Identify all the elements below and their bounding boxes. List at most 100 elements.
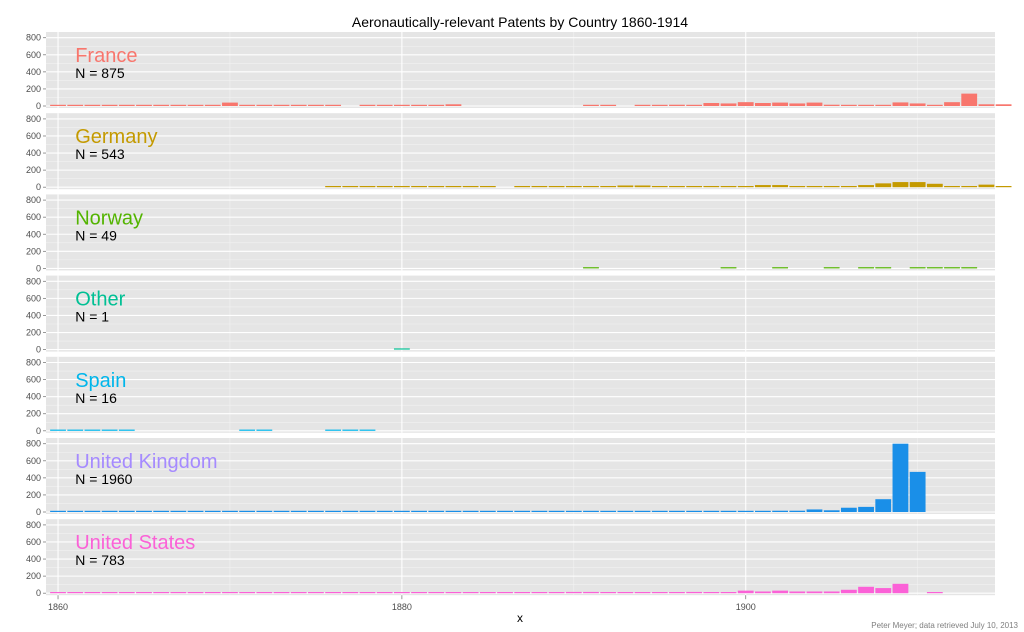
y-tick-label: 800 — [26, 33, 41, 43]
bar — [824, 267, 840, 268]
bar — [67, 105, 83, 106]
bar — [342, 511, 358, 512]
bar — [394, 186, 410, 187]
bar — [566, 592, 582, 593]
bar — [652, 105, 668, 106]
bar — [446, 592, 462, 593]
bar — [394, 511, 410, 512]
bar — [961, 267, 977, 268]
panel-background — [46, 194, 995, 270]
bar — [583, 511, 599, 512]
n-count-label: N = 783 — [75, 552, 125, 568]
bar — [549, 186, 565, 187]
bar — [583, 267, 599, 268]
bar — [824, 510, 840, 512]
y-tick-label: 600 — [26, 131, 41, 141]
bar — [308, 105, 324, 106]
bar — [394, 592, 410, 593]
bar — [841, 105, 857, 106]
x-tick-label: 1860 — [48, 602, 68, 612]
bar — [153, 105, 169, 106]
bar — [291, 105, 307, 106]
bar — [67, 430, 83, 431]
bar — [428, 186, 444, 187]
bar — [377, 105, 393, 106]
bar — [411, 186, 427, 187]
n-count-label: N = 16 — [75, 390, 117, 406]
bar — [824, 186, 840, 187]
bar — [635, 105, 651, 106]
bar — [944, 186, 960, 187]
panel-background — [46, 519, 995, 595]
bar — [755, 185, 771, 187]
bar — [617, 185, 633, 187]
bar — [411, 511, 427, 512]
bar — [789, 591, 805, 593]
bar — [944, 102, 960, 106]
x-tick-label: 1900 — [736, 602, 756, 612]
bar — [446, 104, 462, 106]
bar — [944, 267, 960, 268]
bar — [342, 592, 358, 593]
bar — [652, 592, 668, 593]
bar — [274, 511, 290, 512]
bar — [978, 185, 994, 188]
bar — [772, 511, 788, 512]
bar — [170, 511, 186, 512]
bar — [377, 592, 393, 593]
bar — [824, 105, 840, 106]
bar — [738, 511, 754, 512]
bar — [514, 592, 530, 593]
panel-united-states: 0200400600800United StatesN = 783 — [26, 519, 995, 598]
y-tick-label: 800 — [26, 276, 41, 286]
bar — [686, 105, 702, 106]
bar — [686, 592, 702, 593]
bar — [411, 105, 427, 106]
bar — [205, 511, 221, 512]
y-tick-label: 0 — [36, 345, 41, 355]
bar — [807, 186, 823, 187]
bar — [669, 592, 685, 593]
bar — [463, 186, 479, 187]
bar — [875, 499, 891, 512]
y-tick-label: 0 — [36, 507, 41, 517]
panel-france: 0200400600800FranceN = 875 — [26, 32, 1012, 111]
bar — [910, 103, 926, 106]
x-axis-title: x — [517, 611, 523, 625]
bar — [308, 511, 324, 512]
bar — [858, 587, 874, 593]
bar — [583, 105, 599, 106]
bar — [360, 592, 376, 593]
country-label: Norway — [75, 207, 143, 229]
bar — [102, 430, 118, 431]
bar — [239, 511, 255, 512]
credit-note: Peter Meyer; data retrieved July 10, 201… — [871, 621, 1018, 630]
bar — [824, 591, 840, 593]
y-tick-label: 0 — [36, 426, 41, 436]
bar — [239, 592, 255, 593]
y-tick-label: 600 — [26, 375, 41, 385]
bar — [652, 511, 668, 512]
bar — [600, 105, 616, 106]
n-count-label: N = 49 — [75, 227, 117, 243]
bar — [789, 103, 805, 106]
bar — [755, 103, 771, 106]
bar — [325, 105, 341, 106]
bar — [807, 509, 823, 512]
bar — [239, 105, 255, 106]
bar — [738, 591, 754, 594]
bar — [85, 105, 101, 106]
bar — [875, 183, 891, 187]
bar — [772, 267, 788, 268]
bar — [721, 592, 737, 593]
bar — [996, 104, 1012, 106]
bar — [256, 511, 272, 512]
x-tick-label: 1880 — [392, 602, 412, 612]
bar — [85, 592, 101, 593]
panel-background — [46, 113, 995, 189]
bar — [566, 511, 582, 512]
y-tick-label: 800 — [26, 195, 41, 205]
bar — [239, 430, 255, 431]
y-tick-label: 200 — [26, 165, 41, 175]
